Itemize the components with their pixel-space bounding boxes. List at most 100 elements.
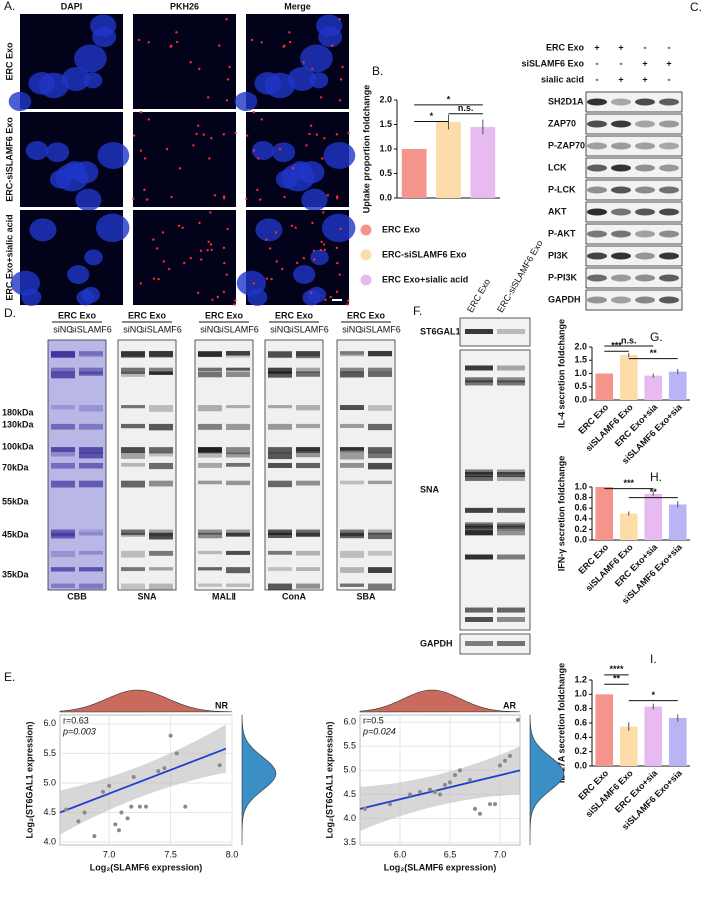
significance-label: n.s. xyxy=(621,335,637,345)
blot-band xyxy=(635,164,655,172)
blot-band xyxy=(611,186,631,194)
protein-label: P-LCK xyxy=(548,184,576,194)
blot xyxy=(585,91,683,113)
condition-sign: + xyxy=(642,58,647,68)
marker-label: 70kDa xyxy=(2,462,30,472)
exosome-dot xyxy=(335,133,339,136)
point xyxy=(473,806,477,811)
y-axis-label: Log₂(ST6GAL1 expression) xyxy=(24,721,34,838)
blot-band xyxy=(497,525,525,531)
column-header: Merge xyxy=(284,1,311,11)
protein-label: PI3K xyxy=(548,250,569,260)
blot-band xyxy=(226,350,250,356)
exosome-dot xyxy=(198,221,201,225)
blot-band xyxy=(465,469,493,475)
exosome-dot xyxy=(177,224,181,227)
blot-label: SNA xyxy=(420,484,440,494)
micrograph xyxy=(133,112,236,207)
exosome-dot xyxy=(338,273,341,276)
legend-marker xyxy=(360,274,372,286)
point xyxy=(458,768,462,773)
exosome-dot xyxy=(175,40,179,44)
blot-band xyxy=(635,186,655,194)
point xyxy=(388,802,392,807)
nucleus xyxy=(247,288,268,306)
blot-band xyxy=(149,462,173,470)
blot-band xyxy=(198,405,222,412)
point xyxy=(156,769,161,774)
y-tick-label: 3.5 xyxy=(343,837,356,847)
blot-band xyxy=(465,377,493,383)
blot-band xyxy=(296,367,320,373)
significance-label: ** xyxy=(650,348,658,358)
y-tick-label: 0.6 xyxy=(574,503,587,513)
blot-band xyxy=(198,532,222,539)
exosome-dot xyxy=(183,261,186,265)
blot-band xyxy=(465,475,493,481)
blot-band xyxy=(340,452,364,460)
condition-label: siSLAMF6 Exo xyxy=(521,58,584,68)
stain-label: CBB xyxy=(67,591,87,601)
exosome-dot xyxy=(319,248,322,252)
blot-band xyxy=(149,423,173,431)
blot-band xyxy=(465,525,493,531)
blot-band xyxy=(198,351,222,357)
exosome-dot xyxy=(260,118,264,121)
protein-label: GAPDH xyxy=(548,294,581,304)
exosome-dot xyxy=(222,246,226,250)
y-tick-label: 0.2 xyxy=(574,524,587,534)
exosome-dot xyxy=(155,247,159,250)
blot xyxy=(585,267,683,289)
nucleus xyxy=(255,218,283,242)
point xyxy=(76,819,81,824)
exosome-dot xyxy=(265,277,269,280)
y-axis-label: IFN-γ secretion foldchange xyxy=(556,456,566,572)
point xyxy=(498,763,502,768)
blot-band xyxy=(268,480,292,488)
blot-band xyxy=(635,274,655,282)
exosome-dot xyxy=(308,132,311,136)
blot-band xyxy=(611,208,631,216)
exosome-dot xyxy=(211,298,214,302)
nucleus xyxy=(271,142,296,163)
y-tick-label: 4.0 xyxy=(343,813,356,823)
exosome-dot xyxy=(196,124,200,127)
condition-sign: + xyxy=(594,42,599,52)
point xyxy=(107,783,112,788)
blot-band xyxy=(149,529,173,537)
nucleus xyxy=(301,188,328,211)
blot-band xyxy=(497,522,525,528)
fit-line xyxy=(359,769,521,810)
exosome-dot xyxy=(288,31,291,34)
y-tick-label: 1.5 xyxy=(379,119,392,129)
blot-band xyxy=(79,350,103,356)
lane-label: ERC-siSLAMF6 Exo xyxy=(495,239,544,315)
nucleus xyxy=(234,91,258,112)
nucleus xyxy=(97,141,130,170)
blot-band xyxy=(226,529,250,536)
y-tick-label: 0.8 xyxy=(574,492,587,502)
blot-band xyxy=(659,230,679,238)
row-label: ERC-siSLAMF6 Exo xyxy=(4,117,14,202)
column-header: DAPI xyxy=(61,1,83,11)
blot-band xyxy=(79,583,103,589)
point xyxy=(453,773,457,778)
nucleus xyxy=(90,14,117,37)
blot-band xyxy=(340,405,364,411)
bar xyxy=(595,373,614,400)
confidence-band xyxy=(60,724,226,835)
point xyxy=(82,810,87,815)
blot-band xyxy=(296,371,320,377)
micrograph xyxy=(133,14,236,109)
blot-band xyxy=(611,164,631,172)
point xyxy=(131,775,136,780)
blot-band xyxy=(587,142,607,150)
fit-line xyxy=(59,747,227,814)
exosome-dot xyxy=(245,197,248,200)
y-tick-label: 1.2 xyxy=(574,674,587,684)
significance-label: ** xyxy=(650,487,658,497)
blot-band xyxy=(296,351,320,359)
blot-band xyxy=(368,423,392,431)
blot-band xyxy=(198,480,222,485)
